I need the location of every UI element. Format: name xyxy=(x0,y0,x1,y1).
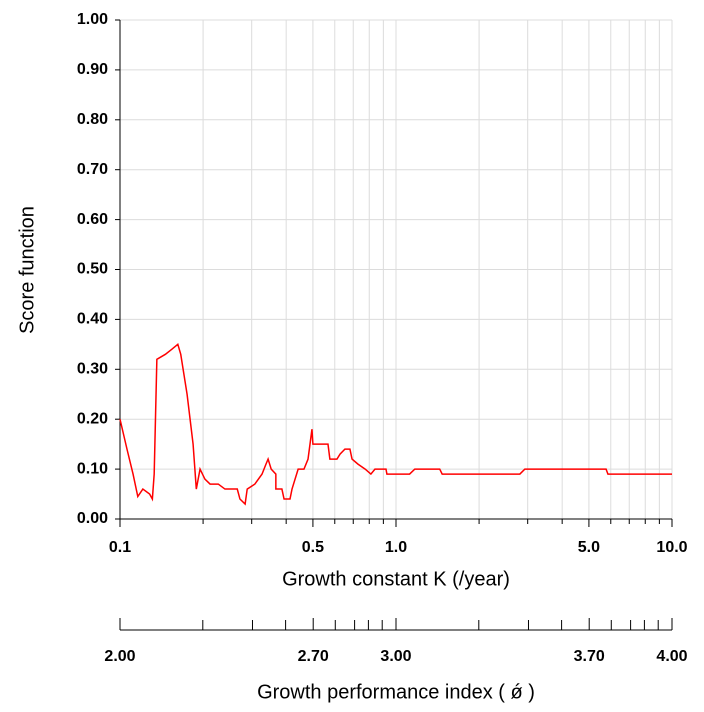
x-axis-title: Growth constant K (/year) xyxy=(282,568,510,590)
y-tick-label: 0.30 xyxy=(77,361,108,378)
y-tick-label: 0.40 xyxy=(77,311,108,328)
x-tick-label: 0.5 xyxy=(302,539,324,556)
y-tick-label: 0.70 xyxy=(77,161,108,178)
x2-tick-label: 3.70 xyxy=(574,648,605,665)
y-tick-label: 0.00 xyxy=(77,510,108,527)
data-line xyxy=(119,343,672,506)
x-tick-label: 10.0 xyxy=(656,539,687,556)
x2-tick-label: 2.00 xyxy=(104,648,135,665)
x-tick-label: 1.0 xyxy=(385,539,407,556)
y-axis-title: Score function xyxy=(16,206,38,334)
y-tick-label: 0.90 xyxy=(77,61,108,78)
y-tick-label: 0.80 xyxy=(77,111,108,128)
y-tick-label: 0.20 xyxy=(77,410,108,427)
x2-axis-title: Growth performance index ( ǿ ) xyxy=(257,681,535,703)
x2-tick-label: 2.70 xyxy=(298,648,329,665)
y-tick-label: 0.60 xyxy=(77,211,108,228)
y-tick-label: 0.50 xyxy=(77,261,108,278)
x2-tick-label: 3.00 xyxy=(380,648,411,665)
x2-tick-label: 4.00 xyxy=(656,648,687,665)
y-tick-label: 0.10 xyxy=(77,460,108,477)
y-tick-label: 1.00 xyxy=(77,11,108,28)
x-tick-label: 5.0 xyxy=(578,539,600,556)
x-tick-label: 0.1 xyxy=(109,539,131,556)
